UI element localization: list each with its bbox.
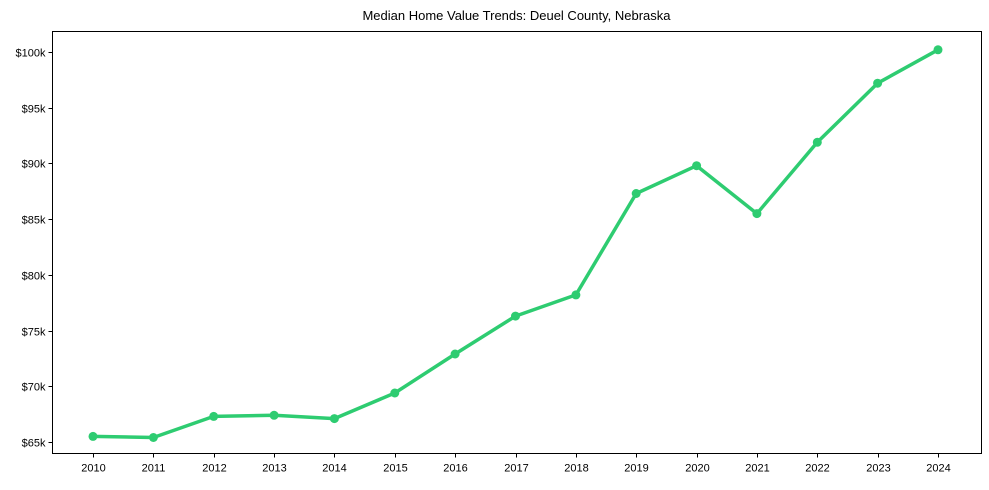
x-axis: 2010 2011 2012 2013 2014 2015 2016 2017 2018 2019… (81, 453, 951, 475)
data-point-marker (812, 137, 822, 147)
data-point-marker (571, 290, 581, 300)
data-point-marker (148, 433, 158, 442)
chart-title: Median Home Value Trends: Deuel County, … (362, 8, 671, 23)
data-point-marker (692, 161, 702, 171)
x-tick-label: 2023 (866, 463, 890, 475)
data-point-marker (933, 45, 943, 55)
x-tick-label: 2010 (81, 463, 105, 475)
data-point-marker (88, 431, 98, 441)
y-tick-label: $80k (22, 271, 46, 283)
y-tick-label: $65k (22, 438, 46, 450)
plot-area (88, 45, 943, 442)
data-point-marker (329, 414, 339, 424)
data-point-marker (390, 388, 400, 398)
x-tick-label: 2024 (926, 463, 950, 475)
data-point-marker (631, 189, 641, 198)
x-tick-label: 2013 (262, 463, 286, 475)
x-tick-label: 2022 (805, 463, 829, 475)
y-tick-label: $85k (22, 215, 46, 227)
x-tick-label: 2019 (624, 463, 648, 475)
series-line (91, 48, 940, 440)
x-tick-label: 2017 (504, 463, 528, 475)
y-axis: $65k $70k $75k $80k $85k $90k $95k $100k (16, 48, 53, 450)
data-point-marker (873, 78, 883, 88)
x-tick-label: 2020 (685, 463, 709, 475)
x-tick-label: 2016 (443, 463, 467, 475)
y-tick-label: $95k (22, 104, 46, 116)
x-tick-label: 2015 (383, 463, 407, 475)
x-tick-label: 2014 (322, 463, 346, 475)
data-point-marker (752, 209, 762, 219)
plot-frame (52, 31, 982, 454)
x-tick-label: 2021 (745, 463, 769, 475)
x-tick-label: 2012 (202, 463, 226, 475)
data-point-marker (450, 349, 460, 359)
y-tick-label: $90k (22, 159, 46, 171)
data-point-marker (209, 411, 219, 421)
data-point-marker (511, 311, 520, 321)
y-tick-label: $70k (22, 382, 46, 394)
data-point-marker (269, 410, 279, 420)
y-tick-label: $75k (22, 327, 46, 339)
x-tick-label: 2011 (142, 463, 166, 475)
x-tick-label: 2018 (564, 463, 588, 475)
y-tick-label: $100k (16, 48, 46, 60)
